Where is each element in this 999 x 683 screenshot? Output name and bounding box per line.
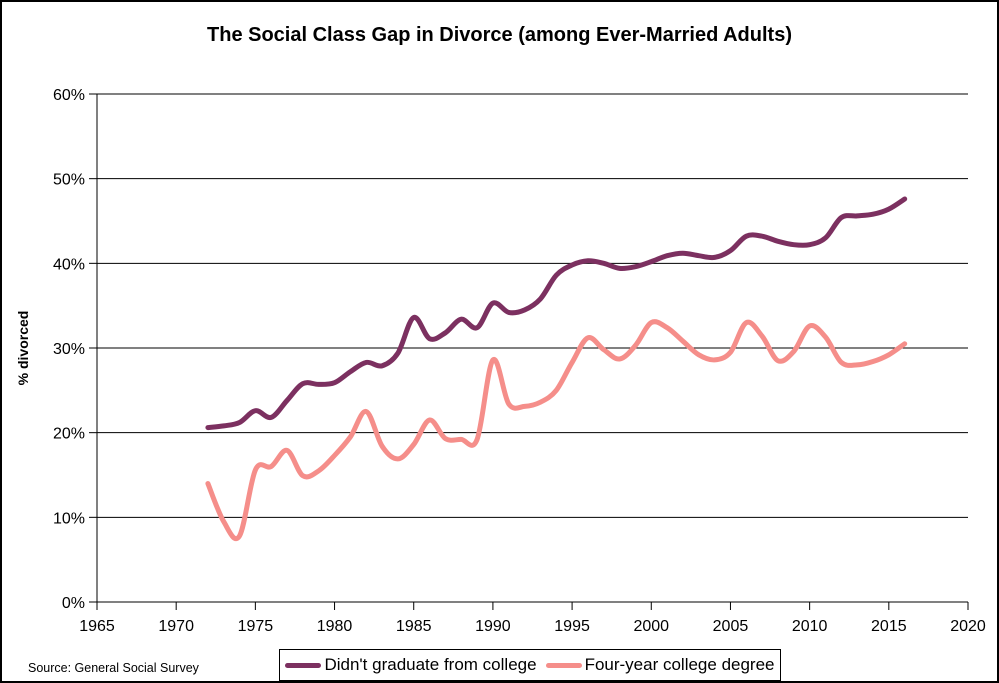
x-tick-label: 2020 (950, 618, 986, 635)
x-tick-label: 1980 (317, 618, 353, 635)
x-tick-label: 1990 (475, 618, 511, 635)
x-tick-label: 2015 (871, 618, 907, 635)
legend-item-college: Four-year college degree (545, 655, 775, 675)
series-line-no-college (205, 196, 908, 431)
x-tick-label: 2005 (713, 618, 749, 635)
legend-label-college: Four-year college degree (584, 655, 775, 674)
legend-swatch-no-college-icon (285, 662, 322, 668)
y-tick-label: 10% (53, 510, 85, 527)
y-tick-label: 20% (53, 426, 85, 443)
y-tick-label: 40% (53, 256, 85, 273)
y-tick-label: 50% (53, 172, 85, 189)
chart-title: The Social Class Gap in Divorce (among E… (207, 24, 792, 46)
x-tick-label: 1995 (554, 618, 590, 635)
x-tick-label: 1985 (396, 618, 432, 635)
legend-item-no-college: Didn't graduate from college (285, 655, 537, 675)
x-tick-label: 1965 (79, 618, 115, 635)
y-tick-label: 0% (62, 595, 85, 612)
y-tick-label: 30% (53, 341, 85, 358)
legend-swatch-college-icon (545, 662, 582, 668)
x-tick-label: 1970 (158, 618, 194, 635)
legend-label-no-college: Didn't graduate from college (324, 655, 537, 674)
source-note: Source: General Social Survey (28, 661, 199, 675)
x-tick-label: 1975 (238, 618, 274, 635)
y-tick-label: 60% (53, 87, 85, 104)
y-axis-title: % divorced (15, 310, 31, 386)
x-tick-label: 2010 (792, 618, 828, 635)
x-tick-label: 2000 (633, 618, 669, 635)
legend: Didn't graduate from college Four-year c… (279, 649, 781, 681)
series-line-college-degree (205, 319, 908, 542)
